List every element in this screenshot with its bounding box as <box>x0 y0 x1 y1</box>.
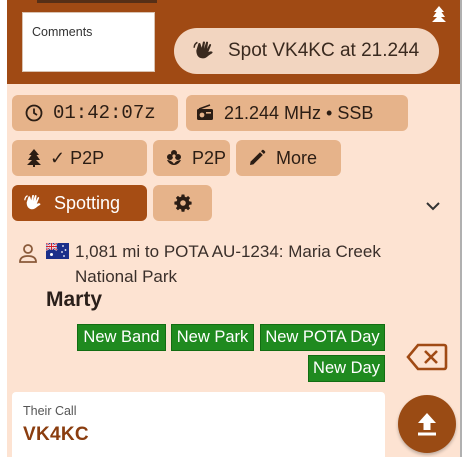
australia-flag-icon <box>46 243 69 259</box>
radio-icon <box>197 104 213 120</box>
more-label: More <box>276 147 318 168</box>
badge-new-park: New Park <box>171 324 254 351</box>
frequency-chip[interactable]: 21.244 MHz • SSB <box>186 95 408 131</box>
wave-hand-icon <box>193 41 213 59</box>
upload-icon <box>418 413 436 436</box>
backspace-icon[interactable] <box>406 342 448 372</box>
upload-button[interactable] <box>398 395 456 453</box>
spotting-label: Spotting <box>54 192 121 213</box>
p2p-label: P2P <box>192 147 227 168</box>
badge-new-band: New Band <box>77 324 166 351</box>
spot-button[interactable]: Spot VK4KC at 21.244 <box>174 28 439 74</box>
badge-new-day: New Day <box>308 355 385 382</box>
window-edge <box>460 0 462 457</box>
time-chip[interactable]: 01:42:07z <box>12 95 178 131</box>
spot-button-label: Spot VK4KC at 21.244 <box>228 40 420 61</box>
spotting-chip[interactable]: Spotting <box>12 185 147 221</box>
their-call-field[interactable]: Their Call VK4KC <box>12 392 385 457</box>
status-strip <box>37 0 157 3</box>
gear-icon <box>173 194 192 212</box>
tree-icon <box>432 6 446 22</box>
p2p-checked-label: ✓ P2P <box>50 147 105 168</box>
wave-hand-icon <box>24 194 41 210</box>
p2p-chip[interactable]: P2P <box>153 140 230 176</box>
operator-name: Marty <box>46 288 103 311</box>
comments-placeholder: Comments <box>32 25 93 39</box>
their-call-value[interactable]: VK4KC <box>23 424 89 445</box>
pencil-icon <box>250 149 266 165</box>
clock-icon <box>25 104 43 122</box>
tree-check-icon <box>27 149 41 167</box>
more-chip[interactable]: More <box>236 140 341 176</box>
person-icon <box>19 244 37 263</box>
flower-icon <box>167 150 181 165</box>
frequency-label: 21.244 MHz • SSB <box>224 102 374 123</box>
their-call-label: Their Call <box>23 404 77 418</box>
chevron-down-icon[interactable] <box>423 196 443 216</box>
p2p-checked-chip[interactable]: ✓ P2P <box>12 140 147 176</box>
badge-new-pota-day: New POTA Day <box>260 324 385 351</box>
comments-field[interactable]: Comments <box>22 12 155 72</box>
settings-chip[interactable] <box>153 185 212 221</box>
location-text: 1,081 mi to POTA AU-1234: Maria Creek Na… <box>75 242 381 286</box>
time-label: 01:42:07z <box>53 102 156 124</box>
